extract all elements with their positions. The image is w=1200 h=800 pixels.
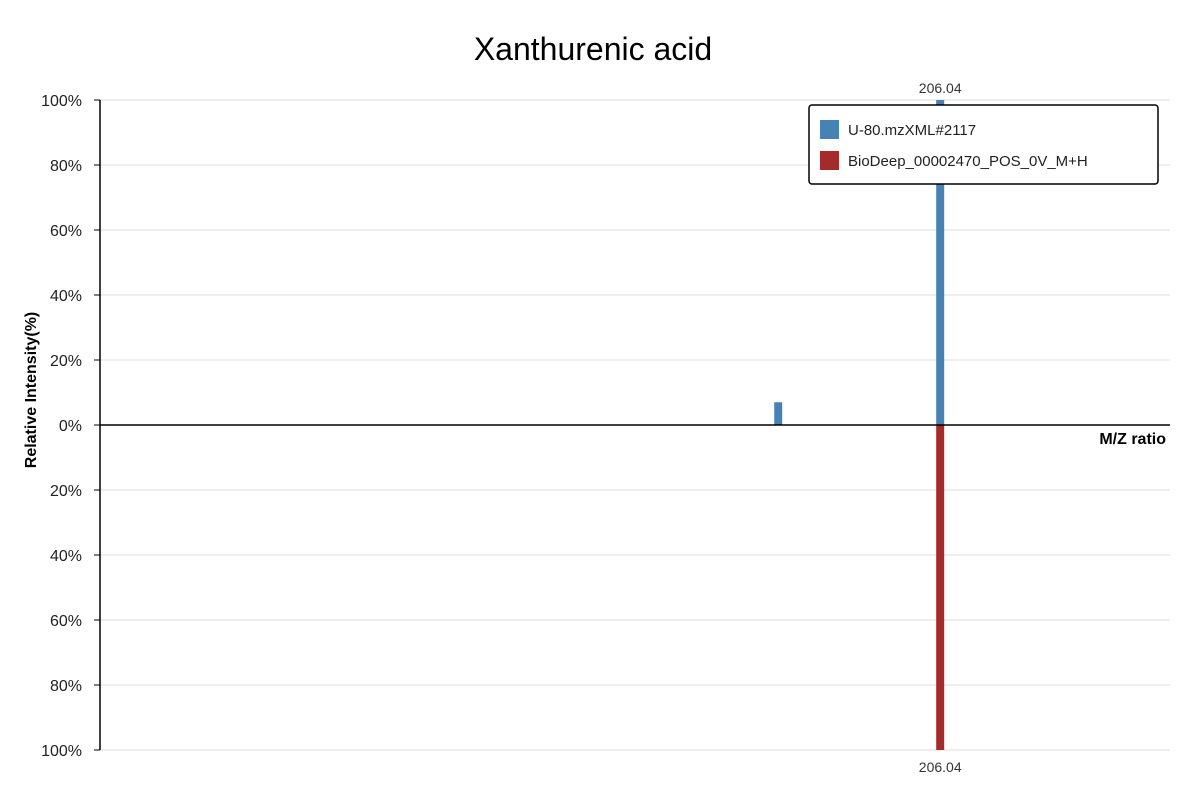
y-tick-label: 20% <box>50 483 82 500</box>
legend: U-80.mzXML#2117 BioDeep_00002470_POS_0V_… <box>808 104 1159 185</box>
y-tick-label: 100% <box>41 743 82 760</box>
x-axis-title: M/Z ratio <box>1099 431 1166 448</box>
legend-swatch-query <box>820 120 839 139</box>
spectrum-peaks: 206.04 206.04 <box>774 80 962 775</box>
y-axis-title: Relative Intensity(%) <box>23 312 40 468</box>
peak-bar <box>936 100 945 425</box>
legend-box <box>808 104 1159 185</box>
y-tick-label: 60% <box>50 223 82 240</box>
chart-title: Xanthurenic acid <box>474 31 712 67</box>
axes: 100% 80% 60% 40% 20% 0% 20% 40% 60% 80% 100% <box>41 93 1170 760</box>
peak-bar <box>936 425 945 750</box>
y-tick-label: 80% <box>50 158 82 175</box>
peak-label: 206.04 <box>919 80 962 96</box>
y-tick-label: 0% <box>59 418 82 435</box>
legend-label-reference: BioDeep_00002470_POS_0V_M+H <box>848 153 1088 170</box>
y-tick-label: 60% <box>50 613 82 630</box>
peak-bar <box>774 402 783 425</box>
grid-lines <box>100 99 1170 751</box>
peak-label: 206.04 <box>919 759 962 775</box>
y-tick-label: 100% <box>41 93 82 110</box>
y-tick-label: 80% <box>50 678 82 695</box>
legend-swatch-reference <box>820 151 839 170</box>
legend-label-query: U-80.mzXML#2117 <box>848 122 976 139</box>
y-tick-label: 20% <box>50 353 82 370</box>
y-tick-label: 40% <box>50 288 82 305</box>
y-tick-label: 40% <box>50 548 82 565</box>
